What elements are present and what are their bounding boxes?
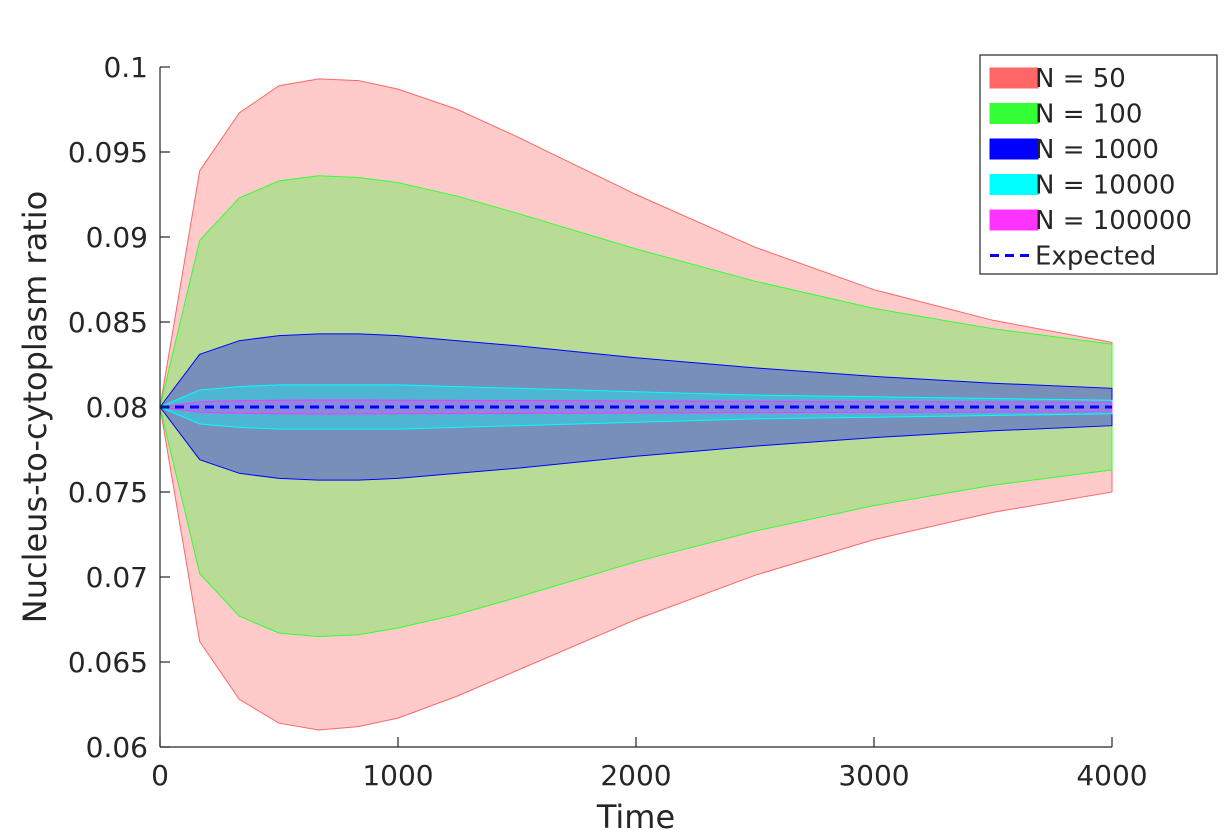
- y-ticks: 0.06 0.065 0.07 0.075 0.08 0.085 0.09 0.095 0.1: [68, 51, 170, 764]
- y-tick-label: 0.095: [68, 136, 148, 169]
- legend-box: [979, 54, 1218, 275]
- legend-swatch: [989, 67, 1039, 89]
- y-tick-label: 0.065: [68, 646, 148, 679]
- y-tick-label: 0.075: [68, 476, 148, 509]
- x-ticks: 0 1000 2000 3000 4000: [151, 737, 1148, 792]
- y-tick-label: 0.1: [103, 51, 148, 84]
- confidence-bands: [158, 78, 1113, 731]
- x-tick-label: 0: [151, 759, 169, 792]
- y-tick-label: 0.07: [86, 561, 148, 594]
- legend-label: Expected: [1035, 242, 1156, 272]
- legend-swatch: [989, 174, 1039, 195]
- legend-label: N = 100000: [1035, 206, 1192, 236]
- legend-label: N = 50: [1035, 64, 1126, 94]
- legend: N = 50 N = 100 N = 1000 N = 10000 N = 100000…: [979, 54, 1218, 275]
- x-tick-label: 2000: [600, 759, 671, 792]
- legend-label: N = 10000: [1035, 171, 1175, 201]
- x-axis-label: Time: [596, 798, 675, 836]
- legend-swatch: [989, 103, 1039, 124]
- x-tick-label: 3000: [838, 759, 909, 792]
- y-tick-label: 0.06: [86, 731, 148, 764]
- x-tick-label: 1000: [362, 759, 433, 792]
- y-axis-label: Nucleus-to-cytoplasm ratio: [16, 191, 54, 623]
- x-tick-label: 4000: [1076, 759, 1147, 792]
- legend-label: N = 100: [1035, 100, 1142, 130]
- y-tick-label: 0.085: [68, 306, 148, 339]
- legend-label: N = 1000: [1035, 135, 1159, 165]
- y-tick-label: 0.08: [86, 391, 148, 424]
- legend-swatch: [989, 138, 1039, 160]
- y-tick-label: 0.09: [86, 221, 148, 254]
- legend-swatch: [989, 209, 1039, 231]
